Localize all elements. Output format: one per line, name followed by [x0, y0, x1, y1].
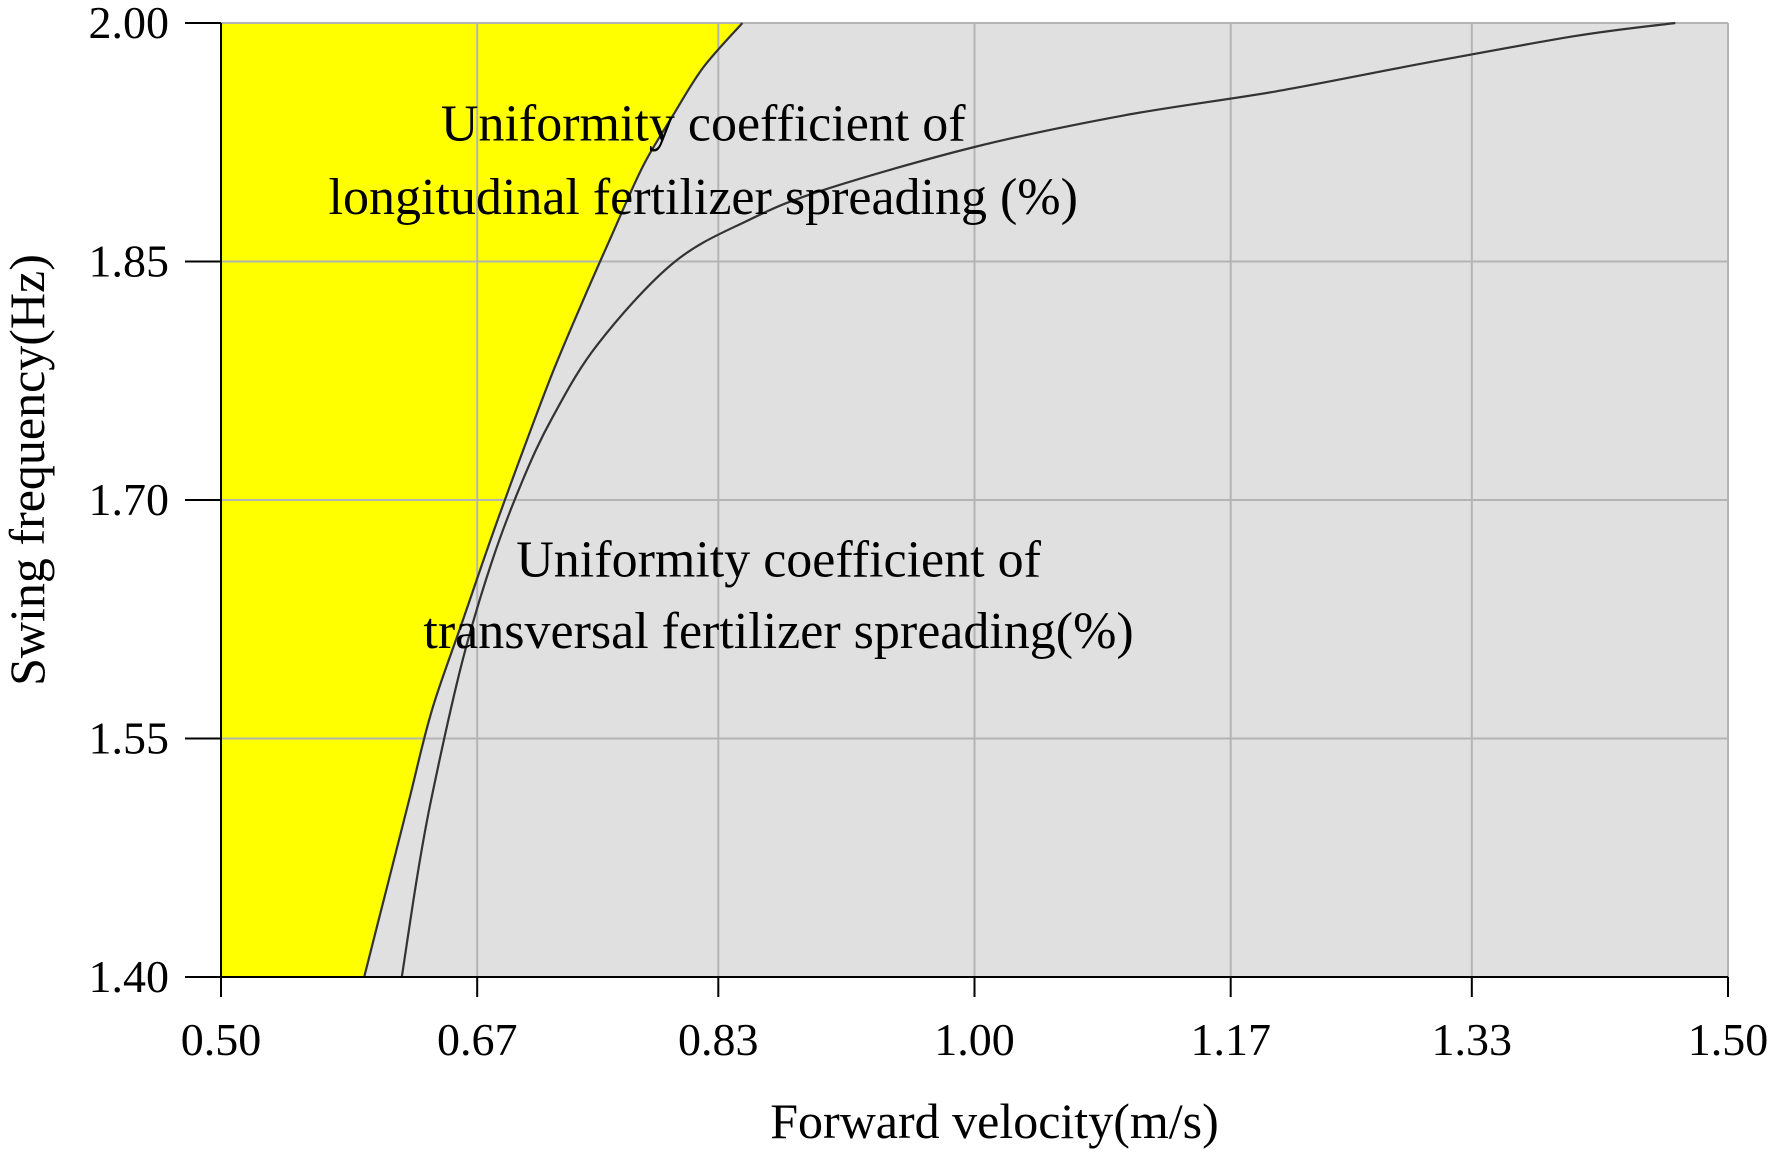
contour-annotation-line: transversal fertilizer spreading(%): [423, 603, 1133, 660]
contour-annotation-line: Uniformity coefficient of: [516, 531, 1041, 588]
contour-transversal: [400, 21, 1676, 978]
y-tick-label: 2.00: [89, 0, 170, 48]
grid: [221, 22, 1729, 977]
y-tick-label: 1.40: [89, 951, 170, 1002]
x-axis-label: Forward velocity(m/s): [770, 1093, 1219, 1149]
x-tick-label: 0.83: [678, 1014, 759, 1065]
contour-longitudinal: [363, 22, 744, 978]
contour-lines: [363, 21, 1676, 978]
axes: [185, 22, 1729, 997]
contour-annotation-line: Uniformity coefficient of: [441, 96, 966, 153]
x-tick-label: 0.67: [437, 1014, 518, 1065]
y-tick-label: 1.55: [89, 713, 170, 764]
x-tick-label: 1.50: [1688, 1014, 1769, 1065]
x-tick-label: 1.17: [1190, 1014, 1271, 1065]
contour-annotations: Uniformity coefficient of longitudinal fe…: [329, 96, 1134, 660]
x-tick-label: 0.50: [181, 1014, 262, 1065]
y-axis-label: Swing frequency(Hz): [0, 254, 55, 686]
contour-annotation-line: longitudinal fertilizer spreading (%): [329, 169, 1078, 226]
x-tick-label: 1.00: [934, 1014, 1015, 1065]
x-tick-label: 1.33: [1432, 1014, 1513, 1065]
y-tick-label: 1.70: [89, 474, 170, 525]
tick-labels: 0.50 0.67 0.83 1.00 1.17 1.33 1.50 1.40 1.55 1.70…: [89, 0, 1769, 1065]
y-tick-label: 1.85: [89, 236, 170, 287]
